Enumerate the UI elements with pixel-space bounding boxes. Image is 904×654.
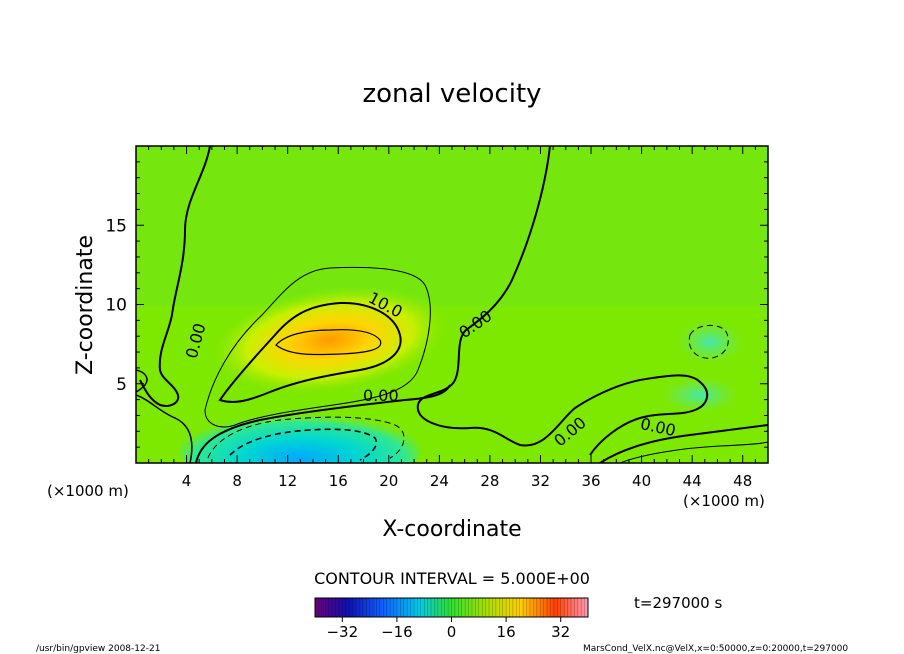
- x-tick-label: 16: [329, 472, 348, 490]
- x-tick-label: 44: [683, 472, 702, 490]
- x-tick-label: 20: [379, 472, 398, 490]
- contour-five-southeast: [619, 441, 768, 463]
- contour-lines: [136, 146, 768, 463]
- contour-zero-southeast: [599, 424, 768, 463]
- y-axis-label: Z-coordinate: [73, 235, 98, 375]
- colorbar-ticks: −32 −16 0 16 32: [326, 617, 570, 641]
- contour-zero-sw: [136, 394, 193, 463]
- contour-zero-west-edge: [136, 369, 148, 393]
- plot-area: 10.0 0.00 0.00 0.00 0.00 0.00: [136, 146, 768, 463]
- x-tick-label: 8: [232, 472, 242, 490]
- x-tick-label: 12: [278, 472, 297, 490]
- colorbar-tick-label: 16: [497, 623, 516, 641]
- colorbar-stripes: [318, 598, 585, 617]
- contour-zero-east: [416, 146, 709, 456]
- x-tick-label: 24: [430, 472, 449, 490]
- x-unit-right: (×1000 m): [683, 492, 765, 510]
- contour-neg-five: [207, 416, 405, 459]
- contour-fifteen: [275, 329, 382, 356]
- colorbar-tick-label: −16: [381, 623, 413, 641]
- colorbar: −32 −16 0 16 32: [314, 597, 589, 641]
- footer-left: /usr/bin/gpview 2008-12-21: [36, 644, 160, 654]
- contour-interval: CONTOUR INTERVAL = 5.000E+00: [314, 569, 590, 588]
- x-axis: 4 8 12 16 20 24 28 32 36 40 44 48: [148, 146, 756, 490]
- contour-zero-west: [139, 146, 211, 407]
- contour-label: 0.00: [363, 386, 399, 405]
- x-tick-label: 28: [480, 472, 499, 490]
- contour-neg-ten: [229, 428, 378, 461]
- contour-neg-five-east: [688, 324, 729, 359]
- contour-zero-lower: [195, 384, 451, 463]
- upper-field-tint: [136, 146, 768, 306]
- colorbar-tick-label: −32: [326, 623, 358, 641]
- time-label: t=297000 s: [634, 594, 722, 612]
- colorbar-tick-label: 0: [447, 623, 457, 641]
- y-tick-label: 15: [105, 216, 127, 236]
- jet-core: [210, 285, 450, 395]
- x-tick-label: 36: [581, 472, 600, 490]
- chart-title: zonal velocity: [362, 79, 541, 109]
- y-tick-label: 10: [105, 296, 127, 316]
- contour-ten: [218, 301, 402, 403]
- colorbar-tick-label: 32: [551, 623, 570, 641]
- x-tick-label: 48: [733, 472, 752, 490]
- y-tick-label: 5: [116, 375, 127, 395]
- x-tick-label: 32: [531, 472, 550, 490]
- y-axis: 5 10 15: [105, 161, 768, 448]
- x-tick-label: 4: [182, 472, 192, 490]
- x-axis-label: X-coordinate: [382, 517, 521, 542]
- cold-spot-east-low: [660, 377, 740, 413]
- x-tick-label: 40: [632, 472, 651, 490]
- footer-right: MarsCond_VelX.nc@VelX,x=0:50000,z=0:2000…: [583, 644, 848, 654]
- x-unit-left: (×1000 m): [47, 482, 129, 500]
- contour-five: [204, 266, 431, 428]
- cold-spot-east: [676, 320, 744, 364]
